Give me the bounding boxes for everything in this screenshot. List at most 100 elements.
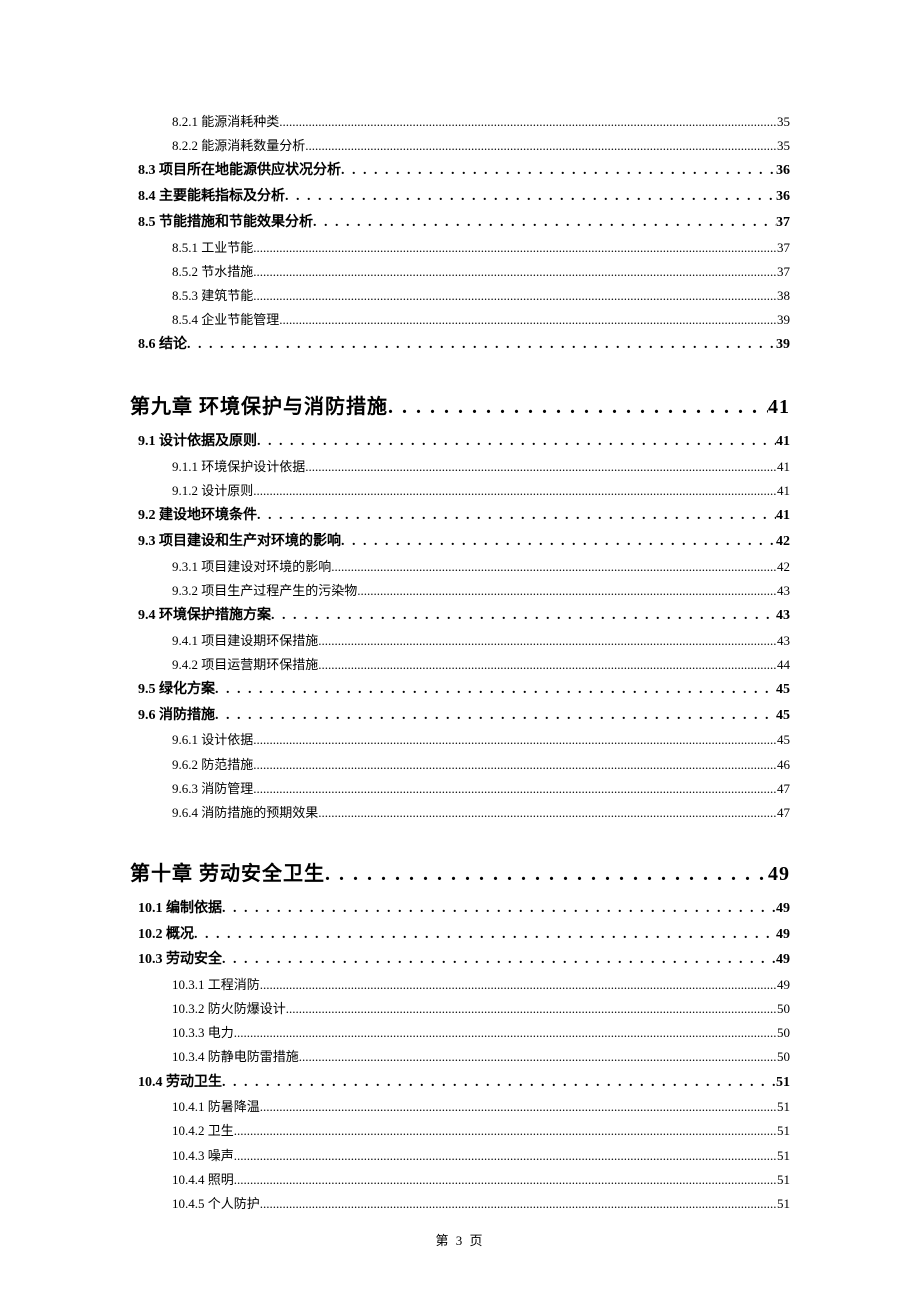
- toc-leader-dots: [215, 677, 776, 703]
- toc-leader-dots: [279, 308, 777, 332]
- toc-leader-dots: [357, 579, 777, 603]
- toc-page-number: 44: [777, 653, 790, 677]
- toc-entry: 9.1.1 环境保护设计依据41: [130, 455, 790, 479]
- toc-page-number: 42: [776, 529, 790, 555]
- toc-entry: 8.2.2 能源消耗数量分析 35: [130, 134, 790, 158]
- toc-leader-dots: [234, 1021, 777, 1045]
- toc-label: 8.4 主要能耗指标及分析: [138, 184, 285, 210]
- toc-entry: 8.3 项目所在地能源供应状况分析36: [130, 158, 790, 184]
- toc-label: 10.4.1 防暑降温: [172, 1095, 260, 1119]
- toc-label: 9.6.2 防范措施: [172, 753, 253, 777]
- toc-entry: 10.2 概况49: [130, 922, 790, 948]
- toc-leader-dots: [286, 997, 777, 1021]
- toc-label: 8.3 项目所在地能源供应状况分析: [138, 158, 341, 184]
- toc-entry: 9.1.2 设计原则41: [130, 479, 790, 503]
- toc-label: 9.6.4 消防措施的预期效果: [172, 801, 318, 825]
- toc-entry: 9.4.2 项目运营期环保措施44: [130, 653, 790, 677]
- toc-entry: 10.4.5 个人防护51: [130, 1192, 790, 1216]
- toc-leader-dots: [234, 1119, 777, 1143]
- toc-entry: 第九章 环境保护与消防措施 41: [130, 390, 790, 419]
- toc-entry: 10.3.1 工程消防49: [130, 973, 790, 997]
- toc-label: 8.5 节能措施和节能效果分析: [138, 210, 313, 236]
- toc-page-number: 50: [777, 997, 790, 1021]
- toc-leader-dots: [271, 603, 776, 629]
- toc-leader-dots: [299, 1045, 777, 1069]
- toc-label: 9.2 建设地环境条件: [138, 503, 257, 529]
- toc-label: 8.2.2 能源消耗数量分析: [172, 134, 305, 158]
- toc-page-number: 35: [777, 134, 790, 158]
- toc-leader-dots: [222, 896, 776, 922]
- toc-label: 10.3 劳动安全: [138, 947, 222, 973]
- toc-entry: 10.3.4 防静电防雷措施50: [130, 1045, 790, 1069]
- toc-entry: 10.3.3 电力50: [130, 1021, 790, 1045]
- toc-label: 10.4.5 个人防护: [172, 1192, 260, 1216]
- toc-leader-dots: [305, 455, 777, 479]
- toc-entry: 9.6.1 设计依据45: [130, 728, 790, 752]
- toc-page-number: 43: [776, 603, 790, 629]
- toc-leader-dots: [325, 863, 768, 886]
- toc-label: 9.3 项目建设和生产对环境的影响: [138, 529, 341, 555]
- toc-page-number: 51: [777, 1144, 790, 1168]
- toc-page-number: 49: [768, 863, 790, 886]
- toc-page-number: 43: [777, 579, 790, 603]
- toc-label: 第十章 劳动安全卫生: [130, 857, 325, 886]
- toc-leader-dots: [279, 110, 777, 134]
- toc-leader-dots: [318, 653, 777, 677]
- toc-entry: 第十章 劳动安全卫生 49: [130, 857, 790, 886]
- toc-label: 9.5 绿化方案: [138, 677, 215, 703]
- toc-page-number: 37: [777, 236, 790, 260]
- toc-page-number: 47: [777, 777, 790, 801]
- toc-label: 9.1.2 设计原则: [172, 479, 253, 503]
- toc-entry: 10.4.1 防暑降温51: [130, 1095, 790, 1119]
- toc-page-number: 41: [776, 503, 790, 529]
- toc-page-number: 37: [776, 210, 790, 236]
- toc-leader-dots: [253, 236, 777, 260]
- page-footer: 第 3 页: [130, 1230, 790, 1249]
- toc-page-number: 51: [776, 1070, 790, 1096]
- toc-page-number: 43: [777, 629, 790, 653]
- toc-label: 10.1 编制依据: [138, 896, 222, 922]
- toc-label: 10.4.4 照明: [172, 1168, 234, 1192]
- toc-leader-dots: [257, 429, 776, 455]
- toc-entry: 10.4 劳动卫生51: [130, 1070, 790, 1096]
- toc-page-number: 38: [777, 284, 790, 308]
- toc-page-number: 39: [777, 308, 790, 332]
- toc-entry: 9.3.1 项目建设对环境的影响42: [130, 555, 790, 579]
- toc-label: 10.2 概况: [138, 922, 194, 948]
- toc-entry: 8.5.4 企业节能管理39: [130, 308, 790, 332]
- toc-label: 10.4.3 噪声: [172, 1144, 234, 1168]
- table-of-contents: 8.2.1 能源消耗种类358.2.2 能源消耗数量分析358.3 项目所在地能…: [130, 110, 790, 1216]
- toc-entry: 8.5.1 工业节能 37: [130, 236, 790, 260]
- toc-leader-dots: [341, 158, 776, 184]
- toc-page-number: 41: [777, 455, 790, 479]
- toc-leader-dots: [187, 332, 776, 358]
- toc-page-number: 45: [776, 677, 790, 703]
- toc-leader-dots: [260, 1192, 777, 1216]
- toc-label: 9.4 环境保护措施方案: [138, 603, 271, 629]
- toc-label: 10.3.2 防火防爆设计: [172, 997, 286, 1021]
- toc-leader-dots: [234, 1144, 777, 1168]
- toc-label: 9.6 消防措施: [138, 703, 215, 729]
- toc-entry: 9.4.1 项目建设期环保措施43: [130, 629, 790, 653]
- toc-entry: 9.2 建设地环境条件 41: [130, 503, 790, 529]
- toc-leader-dots: [313, 210, 776, 236]
- toc-entry: 10.4.4 照明51: [130, 1168, 790, 1192]
- toc-label: 9.6.3 消防管理: [172, 777, 253, 801]
- toc-page-number: 35: [777, 110, 790, 134]
- toc-page-number: 51: [777, 1119, 790, 1143]
- toc-label: 第九章 环境保护与消防措施: [130, 390, 388, 419]
- toc-leader-dots: [222, 1070, 776, 1096]
- toc-entry: 10.3.2 防火防爆设计 50: [130, 997, 790, 1021]
- toc-label: 10.3.1 工程消防: [172, 973, 260, 997]
- toc-page-number: 41: [768, 396, 790, 419]
- toc-entry: 8.4 主要能耗指标及分析36: [130, 184, 790, 210]
- toc-label: 9.6.1 设计依据: [172, 728, 253, 752]
- toc-label: 8.5.1 工业节能: [172, 236, 253, 260]
- toc-entry: 8.5 节能措施和节能效果分析 37: [130, 210, 790, 236]
- toc-entry: 9.6 消防措施 45: [130, 703, 790, 729]
- toc-page-number: 46: [777, 753, 790, 777]
- toc-entry: 10.4.3 噪声 51: [130, 1144, 790, 1168]
- toc-page-number: 37: [777, 260, 790, 284]
- toc-page-number: 45: [776, 703, 790, 729]
- toc-label: 9.3.1 项目建设对环境的影响: [172, 555, 331, 579]
